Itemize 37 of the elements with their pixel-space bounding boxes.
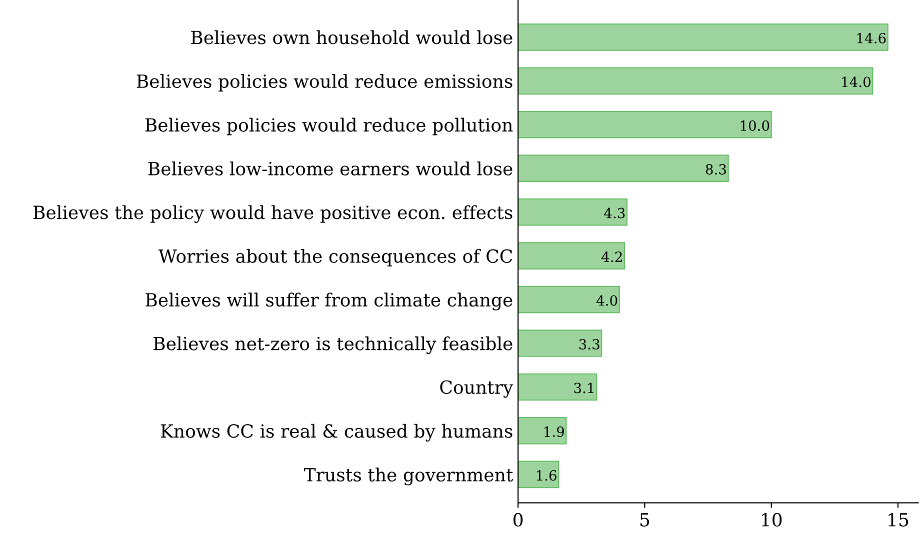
y-tick-label: Believes will suffer from climate change [146, 292, 512, 310]
bar [518, 67, 874, 95]
data-label: 1.6 [536, 470, 556, 481]
x-tick-label: 5 [640, 513, 650, 527]
y-tick-label: Believes low-income earners would lose [148, 161, 512, 176]
x-tick-label: 10 [762, 512, 782, 527]
bar [518, 110, 772, 138]
y-tick-label: Country [440, 380, 514, 398]
bar [518, 417, 567, 444]
data-label: 4.0 [596, 295, 618, 306]
bar [518, 286, 620, 314]
bar [518, 460, 560, 488]
data-label: 8.3 [706, 164, 726, 175]
data-label: 1.9 [544, 426, 564, 437]
data-label: 3.3 [579, 338, 600, 350]
bar [518, 154, 729, 182]
y-tick-label: Believes the policy would have positive econ. effects [33, 205, 512, 223]
bar [518, 23, 888, 51]
data-label: 10.0 [740, 120, 770, 131]
y-tick-label: Knows CC is real & caused by humans [160, 424, 512, 442]
y-tick-label: Believes net-zero is technically feasible [154, 336, 512, 354]
bar [518, 373, 598, 401]
y-tick-label: Worries about the consequences of CC [158, 248, 512, 266]
x-tick-label: 15 [888, 512, 908, 527]
y-tick-label: Believes policies would reduce pollution [145, 118, 513, 136]
data-label: 4.3 [604, 208, 625, 218]
data-label: 14.6 [857, 32, 886, 44]
y-tick-label: Believes policies would reduce emissions [136, 74, 512, 92]
data-label: 14.0 [842, 76, 870, 88]
y-tick-label: Believes own household would lose [191, 30, 512, 44]
y-tick-label: Trusts the government [304, 468, 514, 486]
bar [518, 330, 602, 357]
x-tick-label: 0 [514, 512, 523, 527]
bar [518, 242, 625, 270]
data-label: 4.2 [602, 252, 622, 262]
bar [518, 198, 628, 226]
data-label: 3.1 [574, 382, 594, 394]
